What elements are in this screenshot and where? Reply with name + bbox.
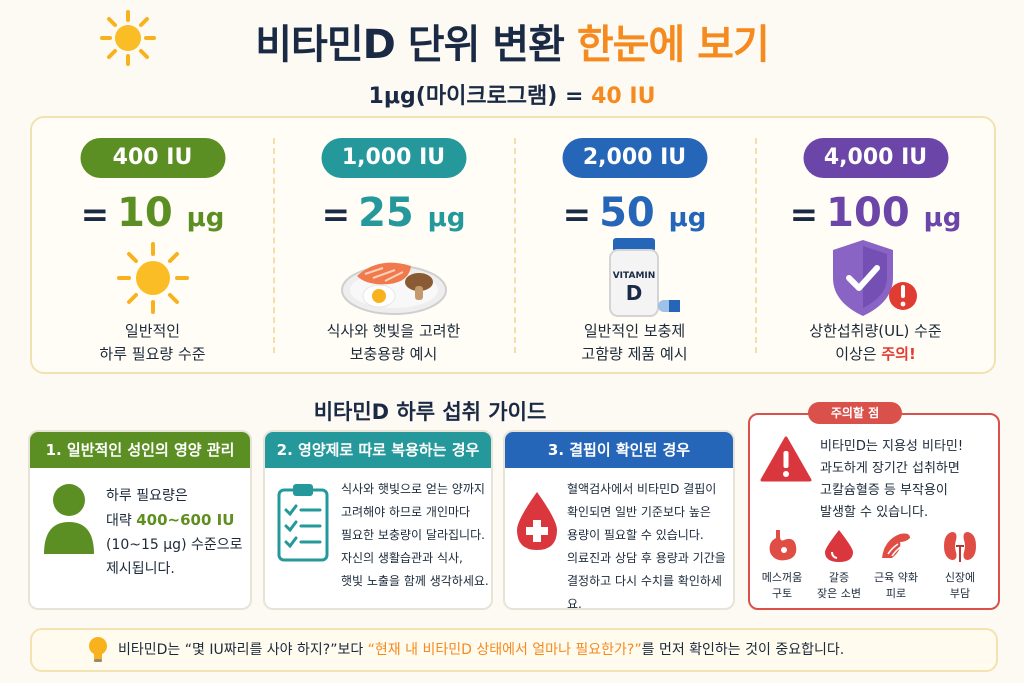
symptom-nausea: 메스꺼움 구토 xyxy=(752,528,812,602)
symptom-kidney-burden: 신장에 부담 xyxy=(930,528,990,602)
subtitle-accent: 40 IU xyxy=(591,84,656,109)
ug-value: = 25 μg xyxy=(321,190,466,236)
column-divider xyxy=(273,138,275,353)
iu-pill: 400 IU xyxy=(80,138,225,178)
column-divider xyxy=(755,138,757,353)
iu-pill: 1,000 IU xyxy=(321,138,466,178)
vitamin-bottle-icon: VITAMIN D xyxy=(608,238,680,317)
conversion-formula: 1μg(마이크로그램) = 40 IU xyxy=(0,78,1024,110)
card-header: 3. 결핍이 확인된 경우 xyxy=(505,432,733,468)
footer-highlight: “현재 내 비타민D 상태에서 얼마나 필요한가?” xyxy=(367,642,642,658)
card-header: 1. 일반적인 성인의 영양 관리 xyxy=(30,432,250,468)
clipboard-checklist-icon xyxy=(277,484,329,562)
subtitle-main: 1μg(마이크로그램) = xyxy=(368,84,584,109)
guide-card-general-adult: 1. 일반적인 성인의 영양 관리 하루 필요량은 대략 400~600 IU … xyxy=(28,430,252,610)
card-body: 식사와 햇빛으로 얻는 양까지 고려해야 하므로 개인마다 필요한 보충량이 달… xyxy=(341,482,489,588)
ug-value: = 100 μg xyxy=(789,190,962,236)
guide-card-supplement: 2. 영양제로 따로 복용하는 경우 식사와 햇빛으로 얻는 양까지 고려해야 … xyxy=(263,430,493,610)
conversion-card-400iu: 400 IU = 10 μg 일반적인 하루 필요량 수준 xyxy=(32,118,273,372)
conversion-description: 일반적인 보충제 고함량 제품 예시 xyxy=(581,322,688,363)
title-main: 비타민D 단위 변환 xyxy=(255,22,565,68)
kidney-icon xyxy=(944,532,976,562)
iu-pill: 2,000 IU xyxy=(562,138,707,178)
warning-triangle-icon xyxy=(760,436,812,482)
conversion-card-2000iu: 2,000 IU = 50 μg VITAMIN D 일반적인 보충제 고함량 제… xyxy=(514,118,755,372)
card-body: 하루 필요량은 대략 400~600 IU (10~15 μg) 수준으로 제시… xyxy=(106,488,243,577)
conversion-description: 일반적인 하루 필요량 수준 xyxy=(99,322,206,363)
vitamin-label-top: VITAMIN xyxy=(612,271,655,281)
guide-title: 비타민D 하루 섭취 가이드 xyxy=(313,400,547,424)
card-header: 2. 영양제로 따로 복용하는 경우 xyxy=(265,432,491,468)
symptom-thirst: 갈증 잦은 소변 xyxy=(809,528,869,602)
ug-value: = 50 μg xyxy=(562,190,707,236)
conversion-card-4000iu: 4,000 IU = 100 μg 상한섭취량(UL) 수준 이상은 주의! xyxy=(755,118,996,372)
conversion-description: 식사와 햇빛을 고려한 보충용량 예시 xyxy=(326,322,461,363)
caution-badge: 주의할 점 xyxy=(808,402,902,424)
column-divider xyxy=(514,138,516,353)
caution-text: 비타민D는 지용성 비타민! 과도하게 장기간 섭취하면 고칼슘혈증 등 부작용… xyxy=(820,439,964,520)
ug-value: = 10 μg xyxy=(80,190,225,236)
warning-text: 주의! xyxy=(881,345,916,363)
blood-drop-icon xyxy=(517,492,557,550)
footer-text: 비타민D는 “몇 IU짜리를 사야 하지?”보다 “현재 내 비타민D 상태에서… xyxy=(118,642,845,658)
guide-card-deficiency: 3. 결핍이 확인된 경우 혈액검사에서 비타민D 결핍이 확인되면 일반 기준… xyxy=(503,430,735,610)
conversion-panel: 400 IU = 10 μg 일반적인 하루 필요량 수준 1,000 IU = 2… xyxy=(30,116,996,374)
salmon-egg-plate-icon xyxy=(340,262,447,315)
page-title: 비타민D 단위 변환 한눈에 보기 xyxy=(0,12,1024,70)
vitamin-label-bottom: D xyxy=(625,281,642,305)
card-body: 혈액검사에서 비타민D 결핍이 확인되면 일반 기준보다 높은 용량이 필요할 … xyxy=(567,482,726,610)
conversion-card-1000iu: 1,000 IU = 25 μg 식사와 햇빛을 고려한 보충용량 예시 xyxy=(273,118,514,372)
person-icon xyxy=(44,484,94,554)
stomach-icon xyxy=(769,530,797,561)
iu-pill: 4,000 IU xyxy=(803,138,948,178)
title-accent: 한눈에 보기 xyxy=(576,22,770,68)
muscle-icon xyxy=(882,533,910,558)
symptom-muscle-weakness: 근육 약화 피로 xyxy=(866,528,926,602)
shield-check-icon xyxy=(832,240,917,316)
highlight-range: 400~600 IU xyxy=(136,511,235,529)
footer-tip-box xyxy=(30,628,998,672)
sun-icon xyxy=(100,10,156,66)
sun-icon xyxy=(116,242,189,314)
conversion-description: 상한섭취량(UL) 수준 이상은 주의! xyxy=(809,322,942,363)
water-drop-icon xyxy=(825,530,853,562)
lightbulb-icon xyxy=(89,637,107,662)
